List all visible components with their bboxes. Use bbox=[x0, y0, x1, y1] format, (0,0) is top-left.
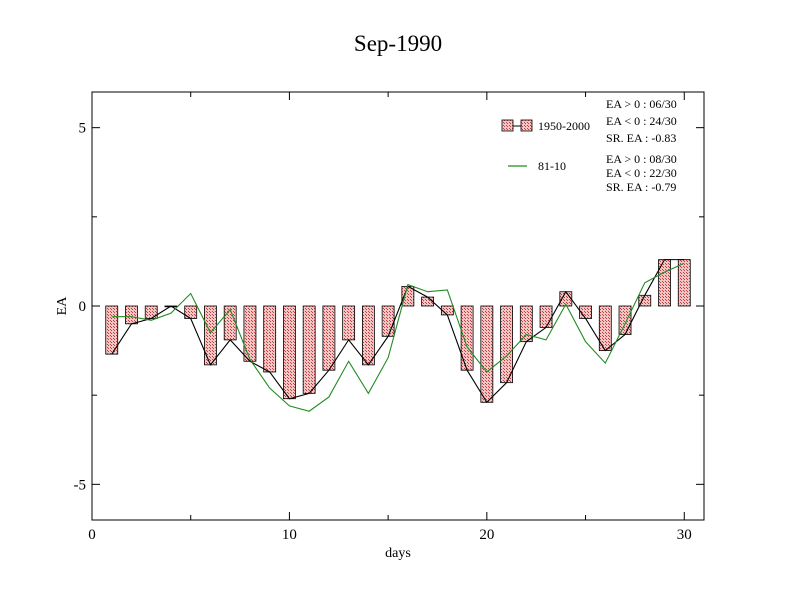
x-axis-label: days bbox=[385, 546, 411, 561]
stat-81-10-positive: EA > 0 : 08/30 bbox=[606, 152, 677, 166]
stat-1950-2000-negative: EA < 0 : 24/30 bbox=[606, 114, 677, 128]
bar-day-10 bbox=[283, 305, 296, 400]
y-tick-label: 5 bbox=[79, 121, 87, 137]
bar-day-27 bbox=[618, 305, 632, 335]
legend-swatch-1950-2000-left bbox=[501, 119, 514, 132]
legend-label-1950-2000: 1950-2000 bbox=[538, 119, 590, 133]
series-line-1950-2000 bbox=[111, 259, 685, 404]
x-tick-label: 10 bbox=[282, 527, 297, 543]
bar-day-14 bbox=[361, 305, 375, 366]
x-tick-label: 30 bbox=[677, 527, 692, 543]
y-axis-label: EA bbox=[55, 296, 70, 316]
y-tick-label: 0 bbox=[79, 299, 87, 315]
chart-title: Sep-1990 bbox=[354, 31, 442, 56]
bar-day-12 bbox=[322, 305, 336, 371]
stat-81-10-negative: EA < 0 : 22/30 bbox=[606, 166, 677, 180]
bar-day-23 bbox=[539, 305, 553, 328]
bar-day-22 bbox=[519, 305, 533, 343]
x-tick-label: 20 bbox=[479, 527, 494, 543]
x-tick-label: 0 bbox=[88, 527, 96, 543]
legend: 1950-2000 81-10 bbox=[501, 119, 590, 173]
bar-day-7 bbox=[223, 305, 237, 341]
bar-day-5 bbox=[184, 305, 198, 319]
stats-block: EA > 0 : 06/30 EA < 0 : 24/30 SR. EA : -… bbox=[606, 97, 677, 194]
bar-day-20 bbox=[480, 305, 494, 403]
series-line-81-10 bbox=[111, 262, 685, 412]
stat-81-10-sr: SR. EA : -0.79 bbox=[606, 180, 676, 194]
bar-day-19 bbox=[460, 305, 474, 371]
bar-day-21 bbox=[500, 305, 513, 384]
bar-day-3 bbox=[144, 305, 158, 319]
stat-1950-2000-sr: SR. EA : -0.83 bbox=[606, 131, 676, 145]
bar-day-8 bbox=[243, 305, 257, 362]
stat-1950-2000-positive: EA > 0 : 06/30 bbox=[606, 97, 677, 111]
bar-day-13 bbox=[342, 305, 356, 341]
legend-label-81-10: 81-10 bbox=[538, 159, 566, 173]
bar-day-15 bbox=[381, 305, 395, 337]
bar-day-9 bbox=[263, 305, 277, 373]
bar-day-30 bbox=[677, 259, 691, 307]
bar-day-2 bbox=[125, 305, 138, 325]
bar-day-11 bbox=[302, 305, 316, 394]
y-tick-label: -5 bbox=[74, 477, 87, 493]
legend-swatch-1950-2000-right bbox=[520, 119, 533, 132]
